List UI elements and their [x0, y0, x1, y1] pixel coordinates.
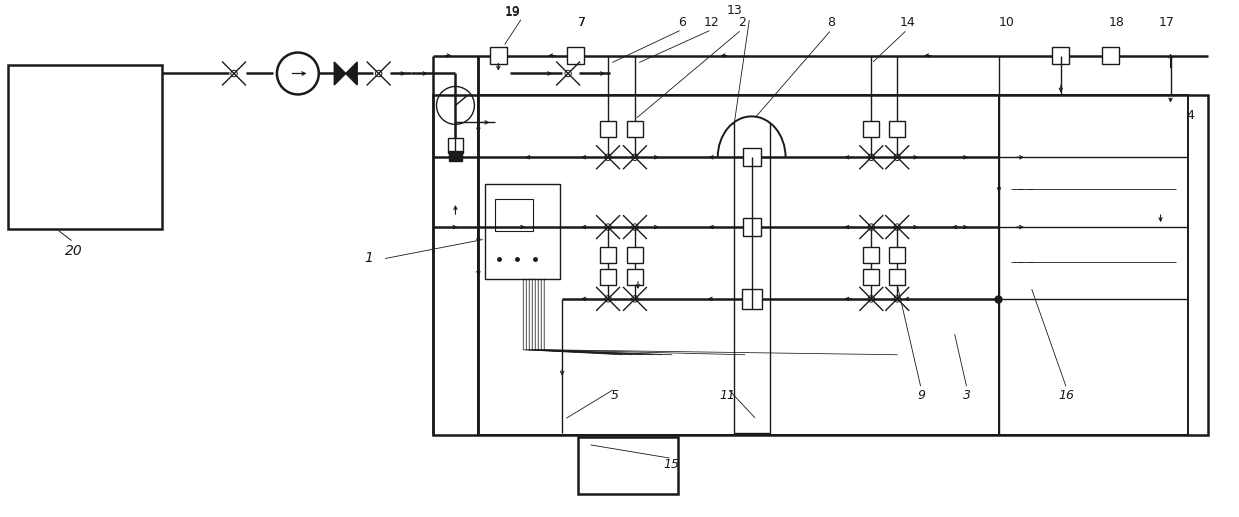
- Bar: [449, 138, 463, 153]
- Bar: [600, 121, 616, 138]
- Text: 7: 7: [579, 16, 586, 28]
- Polygon shape: [346, 62, 357, 85]
- Text: 19: 19: [504, 5, 520, 18]
- Bar: [627, 121, 643, 138]
- Bar: [486, 184, 560, 279]
- Bar: [478, 96, 999, 434]
- Bar: [600, 247, 616, 263]
- Text: 2: 2: [737, 16, 746, 28]
- Text: 8: 8: [828, 16, 835, 28]
- Bar: [864, 121, 880, 138]
- Text: 11: 11: [720, 389, 736, 402]
- Bar: [742, 148, 761, 166]
- Bar: [864, 269, 880, 285]
- Text: ─  ─: ─ ─: [1017, 259, 1033, 268]
- Text: 14: 14: [900, 16, 916, 28]
- Bar: [733, 157, 769, 433]
- Text: 12: 12: [704, 16, 720, 28]
- Text: 10: 10: [999, 16, 1015, 28]
- Text: 7: 7: [579, 16, 586, 28]
- Bar: [600, 269, 616, 285]
- Bar: [742, 289, 762, 309]
- Bar: [1103, 47, 1119, 64]
- Bar: [890, 247, 906, 263]
- Text: 16: 16: [1059, 389, 1074, 402]
- Text: 15: 15: [664, 459, 680, 472]
- Bar: [627, 269, 643, 285]
- Bar: [496, 199, 533, 231]
- Bar: [890, 269, 906, 285]
- Bar: [449, 151, 462, 161]
- Polygon shape: [335, 62, 346, 85]
- Bar: [489, 47, 507, 64]
- Bar: [999, 96, 1188, 434]
- Bar: [1052, 47, 1069, 64]
- Bar: [864, 247, 880, 263]
- Text: 13: 13: [727, 4, 742, 17]
- Text: 3: 3: [963, 389, 971, 402]
- Bar: [742, 218, 761, 236]
- Text: 18: 18: [1109, 16, 1125, 28]
- Bar: [627, 247, 643, 263]
- Text: 9: 9: [917, 389, 926, 402]
- Text: 17: 17: [1158, 16, 1175, 28]
- Text: 6: 6: [678, 16, 685, 28]
- Text: 20: 20: [64, 244, 82, 258]
- Bar: [566, 47, 584, 64]
- Bar: [890, 121, 906, 138]
- Bar: [7, 65, 162, 229]
- Text: ─  ─: ─ ─: [1017, 186, 1033, 195]
- Text: 4: 4: [1187, 110, 1194, 123]
- Bar: [432, 96, 1208, 434]
- Text: 1: 1: [364, 251, 373, 265]
- Bar: [579, 436, 678, 494]
- Text: 19: 19: [504, 6, 520, 19]
- Text: 5: 5: [611, 389, 620, 402]
